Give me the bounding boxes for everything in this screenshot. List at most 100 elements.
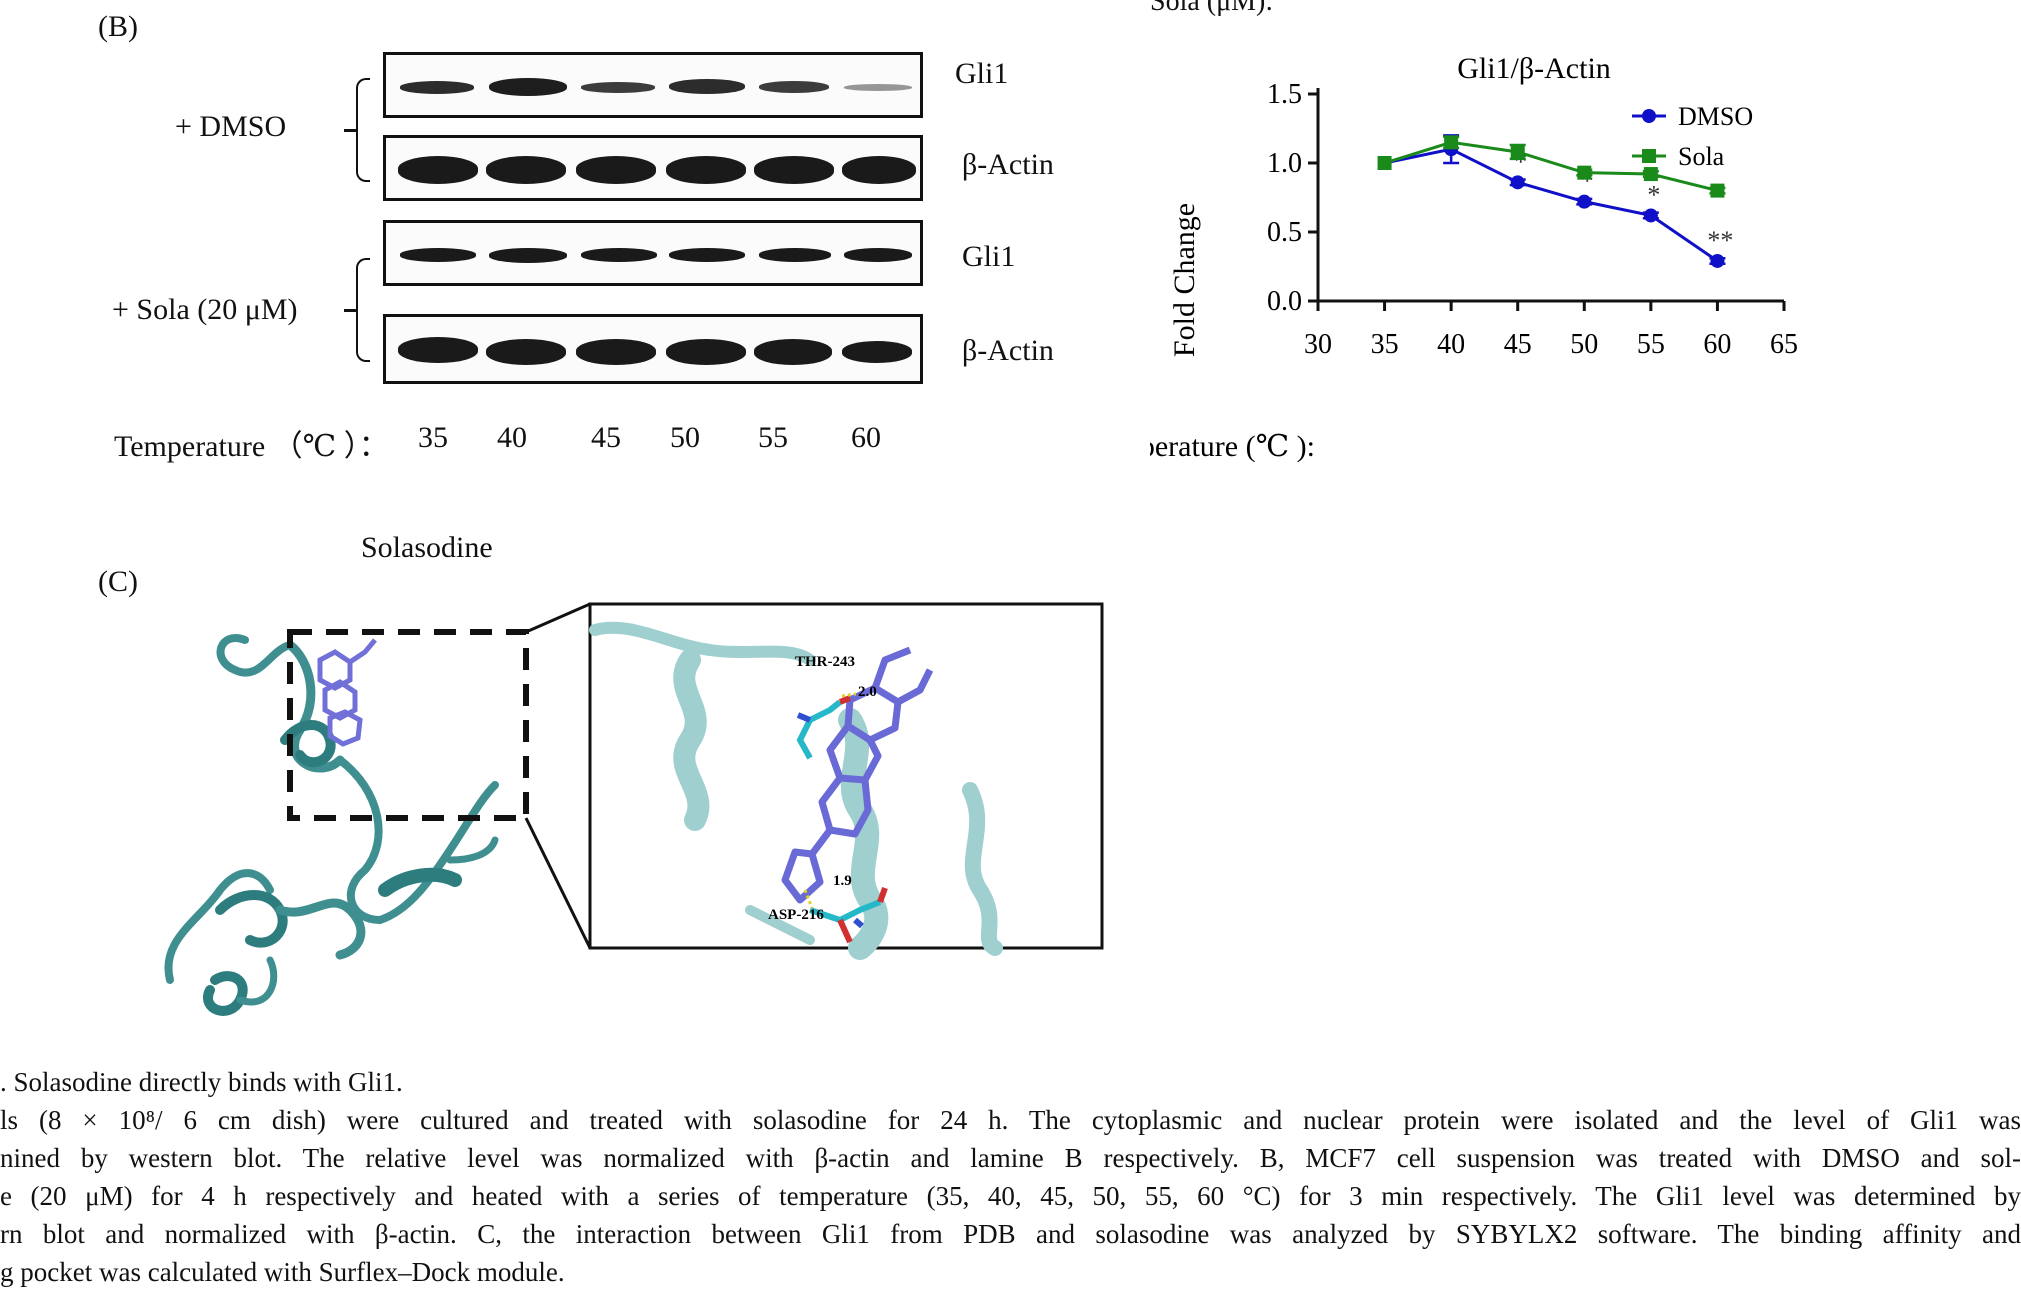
- selection-dashed-box: [287, 629, 529, 821]
- hbond-top: [841, 692, 857, 698]
- caption-line: rn blot and normalized with β-actin. C, …: [0, 1219, 2021, 1249]
- legend-swatch-marker: [1642, 149, 1656, 163]
- band: [486, 339, 566, 365]
- significance-marker: **: [1707, 226, 1733, 255]
- band: [844, 84, 912, 91]
- significance-marker: *: [1647, 180, 1660, 209]
- blot-temp-55: 55: [758, 421, 788, 454]
- ligand-zoom: [781, 646, 934, 904]
- y-tick-label: 1.5: [1267, 79, 1302, 110]
- protein-zoom: [589, 621, 1003, 960]
- band: [844, 248, 912, 262]
- band: [398, 337, 478, 363]
- band: [400, 81, 474, 94]
- sola-bracket: [356, 258, 370, 362]
- data-point-dmso: [1577, 194, 1592, 209]
- band: [581, 82, 655, 93]
- data-point-dmso: [1510, 175, 1525, 190]
- x-tick-label: 30: [1304, 329, 1332, 360]
- data-point-dmso: [1710, 253, 1725, 268]
- zoom-connector-bottom: [524, 817, 592, 949]
- residue-asp-label: ASP-216: [768, 907, 824, 923]
- data-point-sola: [1510, 144, 1525, 159]
- chart-title: Gli1/β-Actin: [1457, 52, 1611, 85]
- band: [666, 339, 746, 365]
- panel-b-label: (B): [98, 10, 138, 43]
- series-line-sola: [1384, 140, 1718, 193]
- figure-caption: . Solasodine directly binds with Gli1. l…: [0, 1063, 2021, 1291]
- distance-top-label: 2.0: [858, 684, 877, 700]
- top-fragment-label: Sola (μM):: [1150, 0, 1274, 17]
- dmso-group-label: + DMSO: [175, 110, 287, 143]
- band: [576, 156, 656, 184]
- caption-line: . Solasodine directly binds with Gli1.: [0, 1067, 403, 1097]
- band: [754, 339, 832, 365]
- residue-asp: [809, 886, 888, 944]
- y-tick-label: 0.0: [1267, 286, 1302, 317]
- fold-change-chart: Gli1/β-Actin Fold Change Temperature (℃ …: [1150, 52, 1798, 463]
- blot-temp-35: 35: [418, 421, 448, 454]
- band: [486, 156, 566, 184]
- docking-illustration: THR-243 2.0 1.9 ASP-216: [164, 602, 1104, 1016]
- sola-bracket-tick: [344, 309, 358, 312]
- band: [754, 156, 834, 184]
- blot-sola-gli1: [383, 220, 923, 286]
- band: [669, 248, 745, 262]
- series-line-dmso: [1384, 147, 1719, 263]
- legend-swatch-marker: [1642, 109, 1656, 123]
- blot-name-actin-sola: β-Actin: [962, 334, 1054, 367]
- data-point-sola: [1377, 156, 1392, 170]
- chart-axes: 0.0 0.5 1.0 1.5 30 35 40 45 50 55 60 65: [1267, 79, 1798, 360]
- band: [398, 156, 478, 184]
- blot-sola-actin: [383, 314, 923, 384]
- y-tick-label: 0.5: [1267, 217, 1302, 248]
- data-point-sola: [1710, 183, 1725, 198]
- band: [669, 79, 745, 94]
- chart-x-axis-label: Temperature (℃ ):: [1150, 430, 1315, 463]
- dmso-bracket-tick: [344, 129, 358, 132]
- chart-legend: DMSO Sola: [1632, 102, 1753, 171]
- residue-thr-label: THR-243: [795, 654, 855, 670]
- blot-dmso-actin: [383, 135, 923, 201]
- ligand-overview: [317, 638, 377, 747]
- band: [489, 248, 567, 263]
- legend-label-dmso: DMSO: [1678, 102, 1753, 131]
- band: [581, 248, 657, 262]
- band: [842, 156, 916, 184]
- blot-name-gli1-dmso: Gli1: [955, 57, 1009, 90]
- x-tick-label: 35: [1371, 329, 1399, 360]
- x-tick-label: 60: [1703, 329, 1731, 360]
- chart-y-axis-label: Fold Change: [1168, 203, 1201, 357]
- data-point-dmso: [1643, 208, 1658, 223]
- data-point-sola: [1444, 135, 1459, 150]
- sola-group-label: + Sola (20 μM): [112, 293, 298, 326]
- band: [842, 341, 912, 363]
- blot-dmso-gli1: [383, 52, 923, 118]
- x-tick-label: 40: [1437, 329, 1465, 360]
- solasodine-title: Solasodine: [361, 531, 493, 564]
- x-tick-label: 45: [1504, 329, 1532, 360]
- distance-bottom-label: 1.9: [833, 873, 852, 889]
- blot-name-gli1-sola: Gli1: [962, 240, 1016, 273]
- band: [666, 156, 746, 184]
- x-tick-label: 50: [1570, 329, 1598, 360]
- dmso-bracket: [356, 78, 370, 182]
- x-tick-label: 65: [1770, 329, 1798, 360]
- blot-temperature-label: Temperature （℃ ）：: [114, 430, 389, 463]
- caption-line: nined by western blot. The relative leve…: [0, 1143, 2021, 1173]
- chart-series: ** ***: [1377, 134, 1733, 268]
- band: [759, 248, 831, 262]
- y-tick-label: 1.0: [1267, 148, 1302, 179]
- blot-name-actin-dmso: β-Actin: [962, 148, 1054, 181]
- zoom-connector-top: [525, 602, 591, 634]
- band: [489, 78, 567, 96]
- band: [759, 81, 829, 93]
- blot-temp-40: 40: [497, 421, 527, 454]
- blot-temp-60: 60: [851, 421, 881, 454]
- protein-overview: [164, 634, 499, 1016]
- legend-label-sola: Sola: [1678, 142, 1725, 171]
- panel-c-label: (C): [98, 565, 138, 598]
- residue-thr: [796, 695, 852, 760]
- data-point-sola: [1577, 165, 1592, 180]
- blot-temp-45: 45: [591, 421, 621, 454]
